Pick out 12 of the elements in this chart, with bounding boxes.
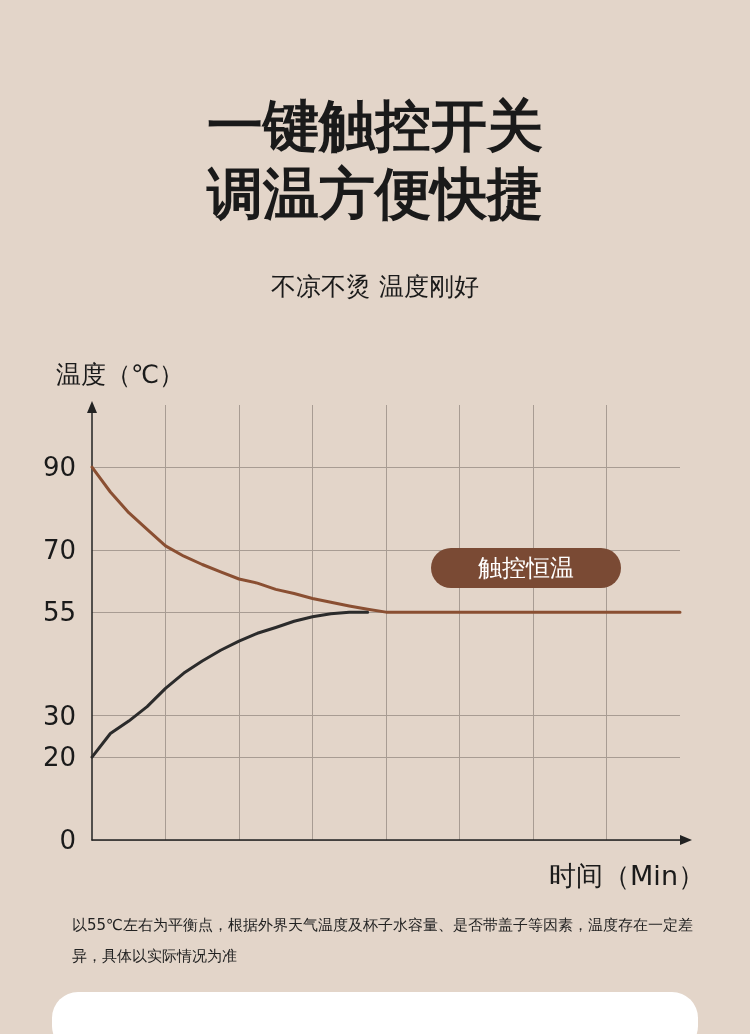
- y-tick-label: 90: [42, 452, 76, 483]
- y-axis-title: 温度（℃）: [56, 359, 185, 391]
- y-tick-label: 55: [42, 597, 76, 628]
- chart-title: 一键触控开关调温方便快捷: [205, 92, 544, 228]
- y-tick-label: 30: [42, 700, 76, 731]
- y-tick-label: 20: [42, 742, 76, 773]
- text: 以55℃左右为平衡点，根据外界天气温度及杯子水容量、是否带盖子等因素，温度存在一定差异，具体以实际情况为准: [72, 915, 694, 967]
- y-tick-label: 70: [42, 535, 76, 565]
- x-axis-title: 时间（Min）: [549, 859, 705, 893]
- chart-subtitle: 不凉不烫 温度刚好: [270, 271, 480, 303]
- y-tick-label: 0: [59, 825, 76, 855]
- line-series: [90, 465, 682, 614]
